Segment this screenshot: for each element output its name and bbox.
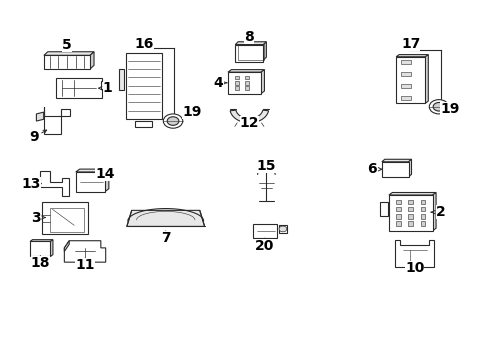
Bar (119, 68, 124, 90)
Polygon shape (64, 241, 69, 251)
Text: 20: 20 (255, 239, 274, 253)
Text: 10: 10 (404, 261, 424, 275)
Circle shape (428, 100, 448, 114)
Polygon shape (76, 169, 109, 172)
Polygon shape (44, 52, 94, 55)
Text: 7: 7 (161, 231, 170, 245)
Polygon shape (263, 42, 266, 60)
Bar (235, 86, 239, 90)
Polygon shape (36, 112, 43, 121)
Polygon shape (394, 240, 433, 267)
Text: 4: 4 (213, 76, 223, 90)
Bar (407, 207, 412, 211)
Text: 18: 18 (30, 256, 50, 270)
Text: 14: 14 (95, 167, 115, 181)
Bar (395, 57, 425, 103)
Text: 2: 2 (435, 205, 445, 219)
Bar (278, 225, 287, 233)
Polygon shape (30, 240, 53, 242)
Bar (30, 242, 50, 256)
Bar (135, 121, 152, 127)
Bar (76, 172, 105, 192)
Bar (41, 202, 87, 234)
Bar (400, 84, 410, 88)
Polygon shape (261, 69, 264, 94)
Bar (252, 224, 277, 238)
Polygon shape (432, 193, 435, 231)
Bar (380, 202, 387, 216)
Bar (381, 162, 408, 177)
Bar (395, 221, 400, 226)
Text: 1: 1 (102, 81, 112, 95)
Polygon shape (235, 42, 266, 45)
Circle shape (432, 103, 444, 111)
Bar (395, 214, 400, 219)
Bar (395, 207, 400, 211)
Polygon shape (425, 55, 427, 103)
Bar (44, 55, 90, 69)
Bar (407, 214, 412, 219)
Bar (420, 214, 425, 219)
Circle shape (279, 226, 286, 232)
Text: 8: 8 (244, 30, 254, 44)
Bar (407, 200, 412, 204)
Text: 13: 13 (22, 176, 41, 190)
Bar (407, 221, 412, 226)
Polygon shape (395, 55, 427, 57)
Text: 5: 5 (62, 38, 72, 52)
Bar (235, 45, 263, 62)
Bar (56, 78, 102, 98)
Bar (400, 60, 410, 64)
Polygon shape (90, 52, 94, 69)
Text: 3: 3 (32, 211, 41, 225)
Polygon shape (227, 69, 264, 72)
Bar (420, 200, 425, 204)
Text: 19: 19 (182, 105, 201, 119)
Bar (125, 53, 162, 120)
Polygon shape (388, 193, 435, 195)
Bar (420, 221, 425, 226)
Text: 11: 11 (75, 258, 95, 272)
Polygon shape (64, 241, 105, 262)
Polygon shape (50, 240, 53, 256)
Text: 16: 16 (134, 37, 153, 50)
Polygon shape (381, 159, 411, 162)
Bar (420, 207, 425, 211)
Bar (244, 81, 248, 85)
Bar (101, 81, 106, 89)
Bar (244, 86, 248, 90)
Bar (50, 208, 84, 231)
Polygon shape (230, 110, 268, 123)
Polygon shape (105, 169, 109, 192)
Text: 9: 9 (30, 130, 39, 144)
Polygon shape (43, 107, 70, 134)
Polygon shape (40, 171, 69, 196)
Polygon shape (408, 159, 411, 177)
Bar (244, 76, 248, 79)
Text: 12: 12 (239, 116, 259, 130)
Circle shape (163, 114, 183, 128)
Bar (388, 195, 432, 231)
Bar (235, 76, 239, 79)
Text: 6: 6 (367, 162, 376, 176)
Circle shape (167, 117, 179, 125)
Bar (235, 81, 239, 85)
Text: 19: 19 (439, 102, 458, 116)
Bar (395, 200, 400, 204)
Bar (400, 72, 410, 76)
Text: 17: 17 (400, 37, 420, 50)
Text: 15: 15 (256, 159, 276, 174)
Bar (237, 44, 264, 60)
Polygon shape (126, 210, 204, 226)
Bar (227, 72, 261, 94)
Bar (400, 96, 410, 100)
